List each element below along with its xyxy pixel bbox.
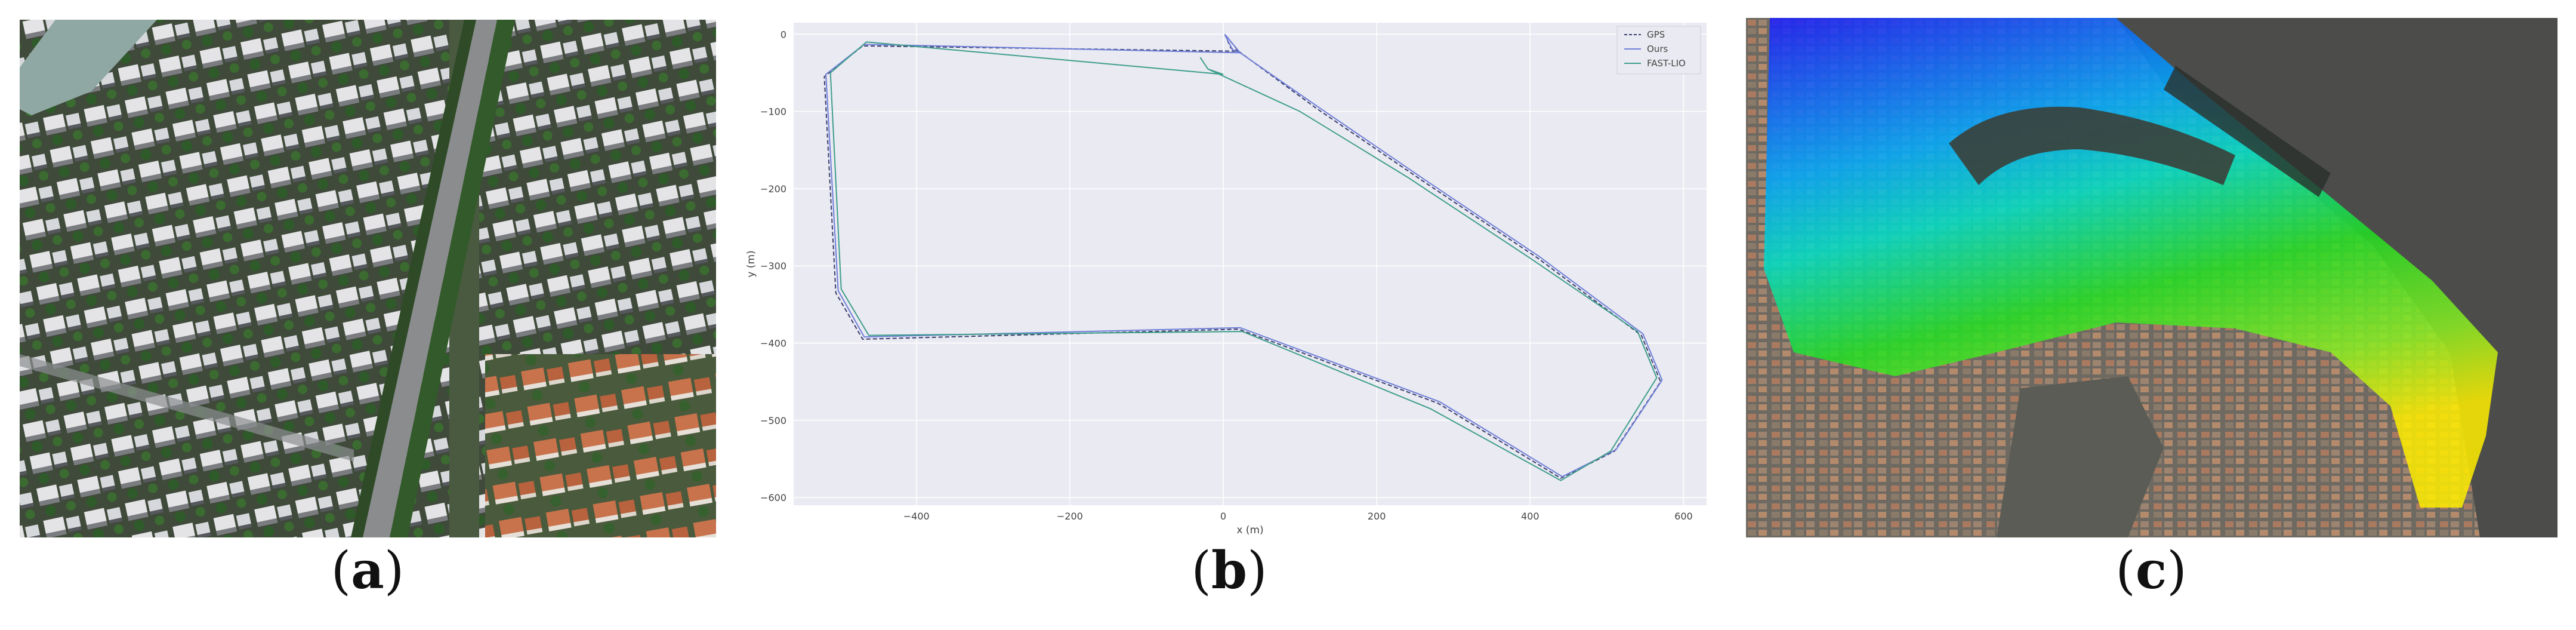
y-tick-label: −600 [760,492,786,503]
aerial-photo-panel [20,20,716,537]
y-tick-label: −300 [760,260,786,272]
series-line-fast-lio [829,41,1658,481]
y-axis-label: y (m) [745,250,757,277]
y-tick-label: −400 [760,338,786,349]
tick-labels: −400 −200 0 200 400 600 0 −100 −200 −300 −400 −500 −… [760,29,1693,522]
series-group [823,33,1663,481]
x-tick-label: 0 [1220,511,1226,522]
point-cloud-map [1746,18,2558,537]
legend: GPS Ours FAST-LIO [1616,26,1701,75]
caption-a: (a) [331,540,405,601]
x-axis-label: x (m) [1236,524,1263,536]
y-tick-label: −500 [760,415,786,426]
x-tick-label: −400 [903,511,930,522]
grid-lines [794,23,1707,505]
y-tick-label: 0 [780,29,786,40]
aerial-photo [20,20,716,537]
legend-ours-label: Ours [1647,44,1668,54]
y-tick-label: −200 [760,183,786,195]
x-tick-label: 200 [1368,511,1386,522]
x-tick-label: −200 [1057,511,1083,522]
trajectory-plot: −400 −200 0 200 400 600 0 −100 −200 −300 −400 −500 −… [745,23,1707,536]
caption-c: (c) [2115,540,2187,601]
caption-b: (b) [1191,540,1267,601]
legend-fastlio-label: FAST-LIO [1647,58,1686,69]
point-cloud-map-panel [1746,18,2558,537]
y-tick-label: −100 [760,106,786,118]
x-tick-label: 600 [1674,511,1693,522]
series-line-ours [825,33,1663,478]
trajectory-plot-panel: −400 −200 0 200 400 600 0 −100 −200 −300 −400 −500 −… [734,0,1724,543]
legend-gps-label: GPS [1647,29,1665,40]
plot-area [794,23,1707,505]
x-tick-label: 400 [1521,511,1540,522]
